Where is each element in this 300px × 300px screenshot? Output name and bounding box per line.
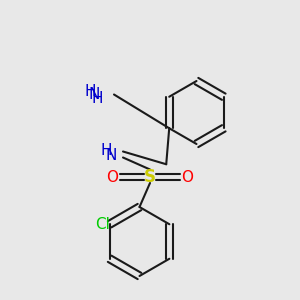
Text: N: N xyxy=(106,148,117,164)
Text: O: O xyxy=(106,169,119,184)
Text: Cl: Cl xyxy=(95,217,110,232)
Text: N: N xyxy=(89,87,100,102)
Text: O: O xyxy=(182,169,194,184)
Text: H: H xyxy=(101,143,112,158)
Text: H: H xyxy=(92,91,103,106)
Text: H: H xyxy=(84,84,96,99)
Text: S: S xyxy=(144,168,156,186)
